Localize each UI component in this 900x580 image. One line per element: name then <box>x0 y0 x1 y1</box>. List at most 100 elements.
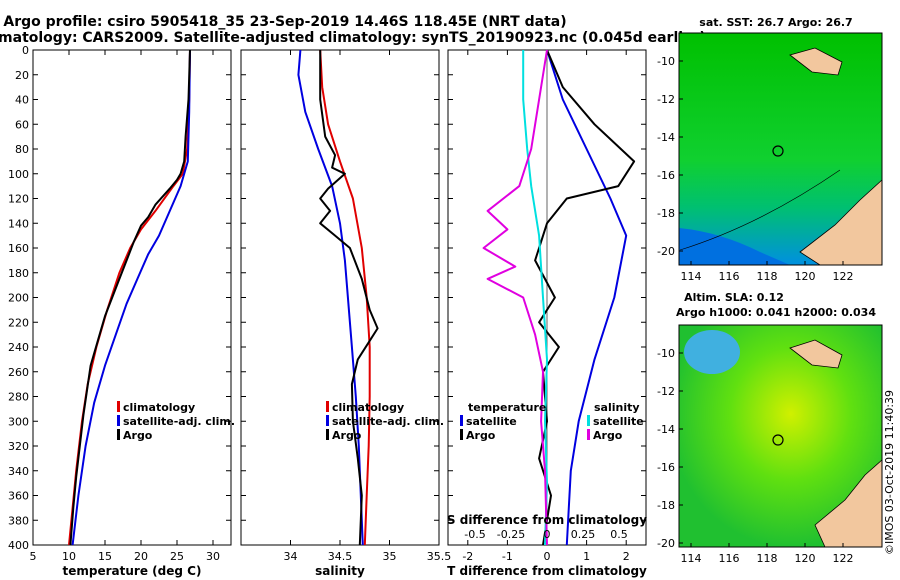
legend-swatch-climatology <box>117 401 120 412</box>
lat-tick-label: -10 <box>657 55 675 68</box>
legend-swatch-satellite-adj <box>326 415 329 426</box>
low-sla-patch <box>684 330 740 374</box>
x-tick-label: 5 <box>30 550 37 563</box>
s-difference-tick-label: 0.5 <box>610 528 628 541</box>
lat-tick-label: -18 <box>657 207 675 220</box>
depth-tick-label: 80 <box>15 143 29 156</box>
difference-panel: -2 -1 0 1 2 T difference from climatology S … <box>447 49 647 578</box>
x-tick-label: 30 <box>206 550 220 563</box>
series-line-satellite-adj-clim- <box>71 49 191 546</box>
series-line-s-argo <box>482 49 548 546</box>
legend-swatch-s-satellite <box>587 415 590 426</box>
island <box>789 339 843 369</box>
x-tick-label: -2 <box>462 550 473 563</box>
lat-tick-label: -16 <box>657 169 675 182</box>
depth-tick-label: 240 <box>8 341 29 354</box>
lat-tick-label: -14 <box>657 423 675 436</box>
bathymetry-contour <box>679 169 841 251</box>
argo-position-marker <box>772 145 784 157</box>
x-tick-label: 2 <box>623 550 630 563</box>
series-line-argo <box>319 50 379 546</box>
sla-map-title-line2: Argo h1000: 0.041 h2000: 0.034 <box>676 306 876 319</box>
figure-title-line2: Climatology: CARS2009. Satellite-adjuste… <box>0 30 706 46</box>
legend-label-s-argo: Argo <box>593 429 623 442</box>
legend-swatch-argo <box>117 429 120 440</box>
series-line-argo <box>69 49 191 546</box>
salinity-panel: 34 34.5 35 35.5 salinity climatology satell… <box>240 49 452 578</box>
depth-axis-ticks: 0 20 40 60 80 100 120 140 160 180 200 220 240 260 280 3… <box>8 44 29 552</box>
depth-tick-label: 300 <box>8 415 29 428</box>
depth-tick-label: 200 <box>8 292 29 305</box>
salinity-legend: climatology satellite-adj. clim. Argo <box>326 401 444 442</box>
x-tick-label: 1 <box>583 550 590 563</box>
lat-tick-label: -20 <box>657 245 675 258</box>
x-tick-label: 35.5 <box>427 550 452 563</box>
depth-tick-label: 260 <box>8 366 29 379</box>
temperature-xlabel: temperature (deg C) <box>63 564 202 578</box>
lat-tick-label: -16 <box>657 461 675 474</box>
depth-tick-label: 120 <box>8 193 29 206</box>
difference-series <box>482 49 636 546</box>
difference-legend: temperature satellite Argo salinity sate… <box>460 401 644 442</box>
depth-tick-label: 100 <box>8 168 29 181</box>
legend-label-satellite-adj: satellite-adj. clim. <box>332 415 444 428</box>
temperature-plot-frame <box>32 49 232 546</box>
s-difference-xlabel: S difference from climatology <box>447 513 647 527</box>
depth-tick-label: 340 <box>8 465 29 478</box>
lat-tick-label: -14 <box>657 131 675 144</box>
legend-title-salinity: salinity <box>594 401 640 414</box>
salinity-series <box>297 49 379 546</box>
legend-label-climatology: climatology <box>123 401 195 414</box>
lon-tick-label: 120 <box>795 552 816 565</box>
sst-map-frame <box>678 32 883 266</box>
depth-tick-label: 360 <box>8 490 29 503</box>
temperature-legend: climatology satellite-adj. clim. Argo <box>117 401 235 442</box>
argo-position-marker <box>772 434 784 446</box>
depth-tick-label: 160 <box>8 242 29 255</box>
s-difference-tick-label: -0.5 <box>464 528 485 541</box>
s-difference-axis-ticks: -0.5 -0.25 0 0.25 0.5 <box>464 528 627 541</box>
x-tick-label: -1 <box>502 550 513 563</box>
depth-tick-label: 140 <box>8 217 29 230</box>
depth-tick-label: 220 <box>8 316 29 329</box>
x-tick-label: 34 <box>284 550 298 563</box>
depth-tick-label: 380 <box>8 514 29 527</box>
depth-tick-label: 0 <box>22 44 29 57</box>
legend-swatch-t-argo <box>460 429 463 440</box>
lon-tick-label: 114 <box>681 270 702 283</box>
island <box>789 47 843 76</box>
s-difference-tick-label: 0.25 <box>571 528 596 541</box>
x-tick-label: 10 <box>62 550 76 563</box>
cool-water-patch <box>679 228 790 265</box>
lon-tick-label: 118 <box>757 552 778 565</box>
lon-tick-label: 122 <box>833 270 854 283</box>
lon-tick-label: 114 <box>681 552 702 565</box>
legend-label-t-satellite: satellite <box>466 415 517 428</box>
temperature-series <box>68 49 191 546</box>
depth-tick-label: 60 <box>15 118 29 131</box>
legend-label-s-satellite: satellite <box>593 415 644 428</box>
depth-tick-label: 280 <box>8 391 29 404</box>
depth-tick-label: 400 <box>8 539 29 552</box>
lon-tick-label: 122 <box>833 552 854 565</box>
legend-title-temperature: temperature <box>468 401 546 414</box>
series-line-s-satellite <box>522 50 548 546</box>
legend-swatch-climatology <box>326 401 329 412</box>
legend-swatch-argo <box>326 429 329 440</box>
sla-map-frame <box>678 324 883 548</box>
legend-swatch-t-satellite <box>460 415 463 426</box>
lon-tick-label: 120 <box>795 270 816 283</box>
legend-label-climatology: climatology <box>332 401 404 414</box>
depth-tick-label: 320 <box>8 440 29 453</box>
salinity-plot-frame <box>240 49 440 546</box>
temperature-axis-ticks: 5 10 15 20 25 30 <box>30 49 231 563</box>
legend-label-argo: Argo <box>123 429 153 442</box>
temperature-panel: 0 20 40 60 80 100 120 140 160 180 200 220 240 260 280 3… <box>8 44 235 578</box>
sst-map-title: sat. SST: 26.7 Argo: 26.7 <box>699 16 852 29</box>
lat-tick-label: -12 <box>657 93 675 106</box>
x-tick-label: 15 <box>98 550 112 563</box>
legend-swatch-satellite-adj <box>117 415 120 426</box>
imos-stamp: ©IMOS 03-Oct-2019 11:40:39 <box>883 390 896 555</box>
lat-tick-label: -18 <box>657 499 675 512</box>
